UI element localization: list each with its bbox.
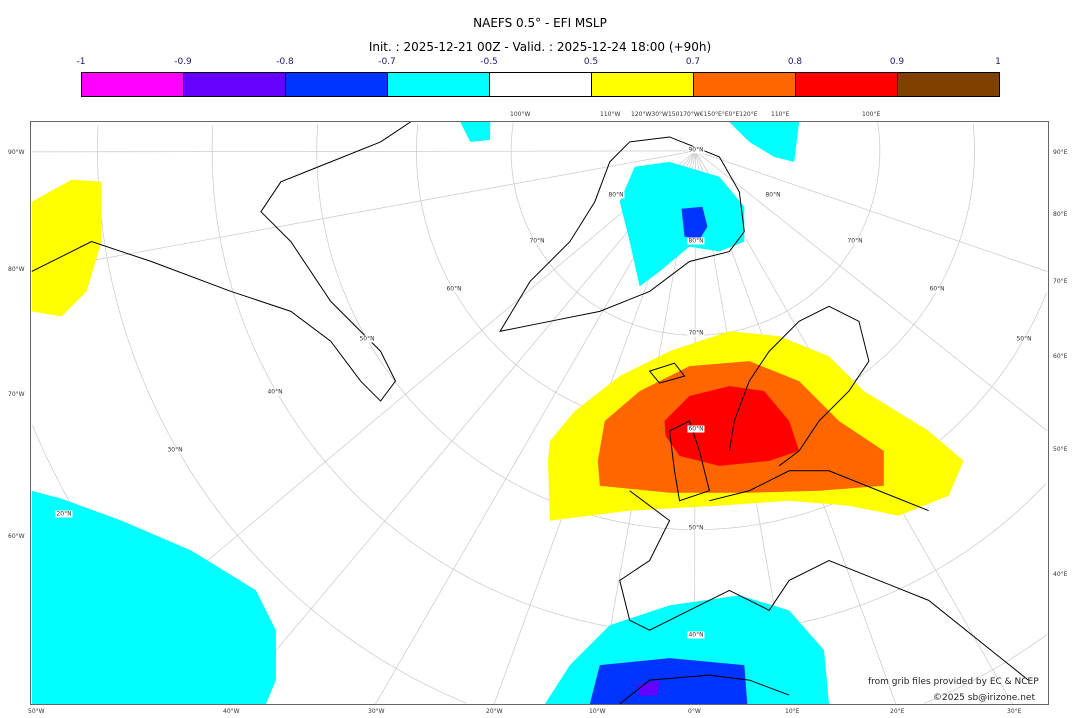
axis-label-right: 90°E — [1053, 149, 1068, 156]
map-area — [30, 121, 1049, 705]
axis-label-bottom: 20°E — [890, 708, 905, 715]
source-credit: from grib files provided by EC & NCEP — [868, 677, 1039, 687]
axis-label-right: 80°E — [1053, 211, 1068, 218]
lat-label: 70°N — [846, 237, 864, 245]
colorbar-segment — [592, 73, 694, 96]
axis-label-left: 90°W — [8, 149, 25, 156]
efi-shading — [31, 122, 964, 704]
colorbar-tick: 0.7 — [685, 57, 701, 67]
lat-label: 60°N — [687, 425, 705, 433]
efi-cyan-north — [460, 122, 491, 142]
axis-label-bottom: 10°E — [785, 708, 800, 715]
axis-label-top: 100°W — [510, 111, 531, 118]
axis-label-left: 70°W — [8, 391, 25, 398]
scandinavia-coast — [728, 305, 870, 467]
lat-label: 50°N — [687, 524, 705, 532]
coastlines — [31, 122, 1029, 704]
lat-label: 60°N — [928, 285, 946, 293]
british-isles-coast — [669, 420, 711, 502]
map-canvas — [31, 122, 1048, 704]
lat-label: 80°N — [764, 191, 782, 199]
lat-label: 80°N — [687, 237, 705, 245]
colorbar-segment — [184, 73, 286, 96]
lat-label: 30°N — [166, 446, 184, 454]
greenland-coast — [499, 136, 745, 332]
iceland-coast — [648, 362, 686, 384]
axis-label-top: 120°W30°W150170°W€150°E°E0°E120°E — [631, 111, 758, 118]
colorbar-tick: 1 — [995, 57, 1001, 67]
map-title: NAEFS 0.5° - EFI MSLP — [473, 16, 607, 30]
axis-label-bottom: 50°W — [28, 708, 45, 715]
axis-label-bottom: 10°W — [589, 708, 606, 715]
europe-coast — [619, 470, 1029, 681]
map-subtitle: Init. : 2025-12-21 00Z - Valid. : 2025-1… — [368, 40, 712, 54]
colorbar-tick: 0.5 — [583, 57, 599, 67]
colorbar — [81, 72, 1000, 97]
colorbar-segment — [898, 73, 999, 96]
axis-label-right: 50°E — [1053, 446, 1068, 453]
efi-cyan-greenland — [619, 161, 745, 287]
lat-label: 60°N — [445, 285, 463, 293]
colorbar-tick: 0.8 — [787, 57, 803, 67]
axis-label-left: 80°W — [8, 266, 25, 273]
colorbar-tick: 0.9 — [889, 57, 905, 67]
axis-label-bottom: 0°W — [688, 708, 701, 715]
lat-label: 80°N — [607, 191, 625, 199]
colorbar-tick: -0.5 — [480, 57, 498, 67]
lat-label: 90°N — [687, 146, 705, 154]
lat-label: 70°N — [528, 237, 546, 245]
axis-label-bottom: 40°W — [223, 708, 240, 715]
colorbar-segment — [490, 73, 592, 96]
efi-cyan-southwest — [31, 490, 276, 704]
lat-label: 40°N — [687, 631, 705, 639]
lat-label: 50°N — [1015, 335, 1033, 343]
axis-label-left: 60°W — [8, 533, 25, 540]
axis-label-bottom: 30°W — [368, 708, 385, 715]
colorbar-segment — [388, 73, 490, 96]
axis-label-right: 40°E — [1053, 571, 1068, 578]
latitude-circle — [924, 634, 1048, 704]
axis-label-top: 100°E — [862, 111, 881, 118]
axis-label-bottom: 20°W — [486, 708, 503, 715]
colorbar-tick: -1 — [76, 57, 86, 67]
latitude-circle — [211, 125, 696, 635]
lat-label: 20°N — [55, 510, 73, 518]
lat-label: 40°N — [266, 388, 284, 396]
colorbar-tick: -0.9 — [174, 57, 192, 67]
latitude-circle — [510, 122, 696, 336]
latitude-circle — [316, 124, 696, 530]
north-america-coast — [31, 122, 411, 402]
efi-yellow-west — [31, 179, 102, 317]
axis-label-top: 110°E — [771, 111, 790, 118]
colorbar-segment — [694, 73, 796, 96]
axis-label-top: 110°W — [600, 111, 621, 118]
efi-cyan-northeast — [729, 122, 800, 162]
africa-coast — [619, 674, 790, 704]
efi-blue-southeurope — [589, 658, 748, 704]
copyright: ©2025 sb@irizone.net — [933, 693, 1035, 703]
lat-label: 50°N — [358, 335, 376, 343]
colorbar-segment — [286, 73, 388, 96]
axis-label-right: 70°E — [1053, 278, 1068, 285]
colorbar-tick: -0.8 — [276, 57, 294, 67]
axis-label-bottom: 30°E — [1007, 708, 1022, 715]
colorbar-segment — [796, 73, 898, 96]
colorbar-segment — [82, 73, 184, 96]
axis-label-right: 60°E — [1053, 353, 1068, 360]
latitude-circle — [695, 122, 881, 336]
lat-label: 70°N — [687, 329, 705, 337]
colorbar-tick: -0.7 — [378, 57, 396, 67]
efi-blue-greenland — [681, 206, 708, 240]
efi-purple-southeurope — [637, 680, 660, 697]
